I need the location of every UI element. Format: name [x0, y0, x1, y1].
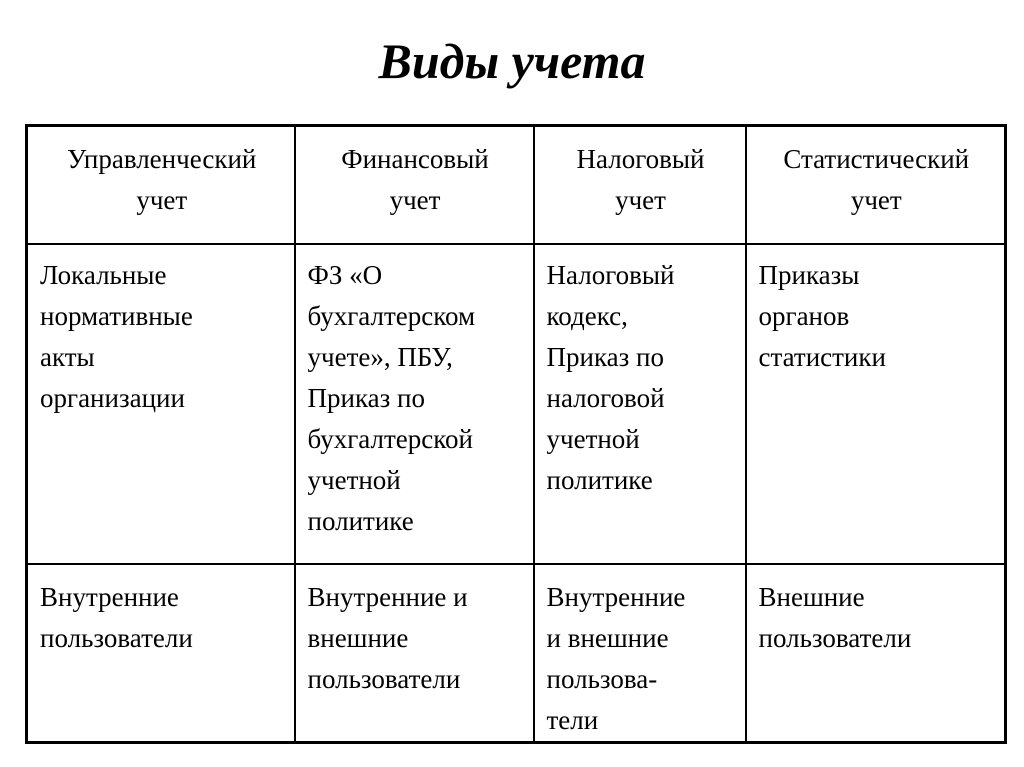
table-cell: ФЗ «О бухгалтерском учете», ПБУ, Приказ …	[293, 243, 535, 565]
header-cell: Статистический учет	[744, 124, 1007, 245]
table-row: Внутренние пользователи Внутренние и вне…	[25, 563, 1007, 744]
slide-title: Виды учета	[378, 33, 646, 89]
table-cell: Внешние пользователи	[744, 563, 1007, 744]
table-cell: Внутренние и внешние пользова- тели	[532, 563, 747, 744]
table-header-row: Управленческий учет Финансовый учет Нало…	[25, 124, 1007, 245]
table-cell: Приказы органов статистики	[744, 243, 1007, 565]
table-cell: Локальные нормативные акты организации	[25, 243, 296, 565]
table-cell: Внутренние и внешние пользователи	[293, 563, 535, 744]
accounting-types-table: Управленческий учет Финансовый учет Нало…	[25, 124, 1007, 744]
table-row: Локальные нормативные акты организации Ф…	[25, 243, 1007, 565]
table-cell: Налоговый кодекс, Приказ по налоговой уч…	[532, 243, 747, 565]
header-cell: Управленческий учет	[25, 124, 296, 245]
header-cell: Налоговый учет	[532, 124, 747, 245]
table-cell: Внутренние пользователи	[25, 563, 296, 744]
header-cell: Финансовый учет	[293, 124, 535, 245]
